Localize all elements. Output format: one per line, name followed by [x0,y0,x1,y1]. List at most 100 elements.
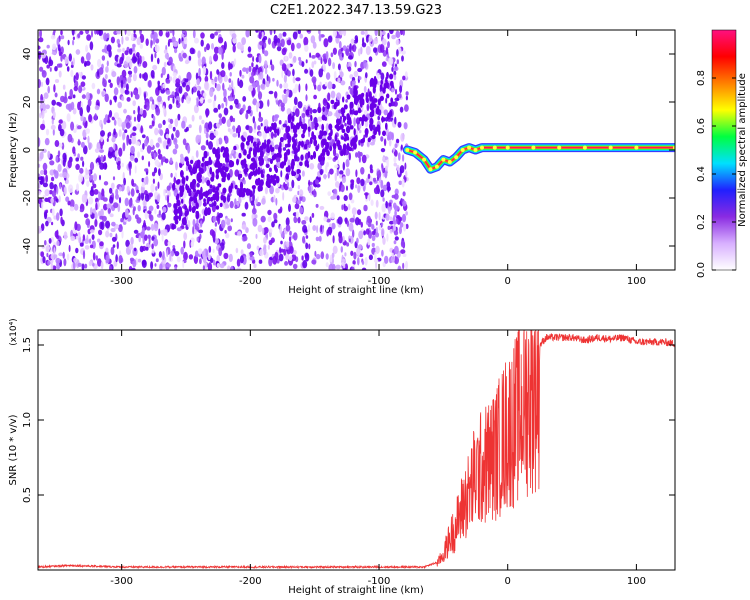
noise-speckle [266,126,270,134]
noise-speckle [352,80,356,85]
noise-speckle [310,154,314,160]
noise-speckle [282,191,285,201]
noise-speckle [386,113,391,120]
noise-speckle [391,66,394,72]
noise-speckle [238,152,242,159]
noise-speckle [332,62,335,70]
noise-speckle [258,32,262,40]
noise-speckle [85,218,91,226]
noise-speckle [372,177,377,182]
noise-speckle [77,125,82,130]
snr-scale-note: (x10⁴) [9,318,19,345]
noise-speckle [97,238,101,243]
noise-speckle [288,203,291,212]
noise-speckle [292,55,297,63]
noise-speckle [154,127,159,136]
noise-speckle [258,116,264,123]
noise-speckle [332,245,338,254]
noise-speckle [181,120,186,129]
noise-speckle [70,235,76,241]
noise-speckle [338,41,342,49]
noise-speckle [53,254,58,259]
noise-speckle [321,123,325,132]
noise-speckle [254,214,258,219]
noise-speckle [228,185,233,194]
noise-speckle [58,63,63,68]
noise-speckle [302,224,308,233]
noise-speckle [211,79,216,85]
noise-speckle [381,249,384,257]
noise-speckle [51,190,57,198]
noise-speckle [218,36,224,44]
noise-speckle [155,142,160,148]
noise-speckle [200,145,206,151]
noise-speckle [122,47,125,53]
noise-speckle [227,61,231,71]
noise-speckle [369,111,374,118]
noise-speckle [284,261,289,266]
noise-speckle [99,149,104,153]
noise-speckle [163,188,166,197]
noise-speckle [125,122,131,129]
noise-speckle [180,246,184,255]
noise-speckle [39,112,42,119]
noise-speckle [130,91,133,98]
noise-speckle [150,151,155,157]
noise-speckle [105,230,110,238]
noise-speckle [99,241,104,247]
noise-speckle [245,112,249,120]
noise-speckle [281,48,287,56]
noise-speckle [297,101,303,109]
noise-speckle [158,251,162,258]
noise-speckle [219,202,223,208]
noise-speckle [235,247,239,254]
noise-speckle [330,128,333,136]
noise-speckle [294,153,298,162]
noise-speckle [91,234,95,241]
noise-speckle [374,232,380,238]
noise-speckle [203,208,209,216]
noise-speckle [224,218,227,223]
noise-speckle [153,222,159,232]
noise-speckle [269,228,273,233]
noise-speckle [172,245,176,249]
noise-speckle [154,263,157,267]
noise-speckle [106,138,109,142]
noise-speckle [111,236,117,242]
noise-speckle [382,155,385,163]
noise-speckle [140,231,145,239]
noise-speckle [401,55,404,62]
noise-speckle [221,116,226,125]
noise-speckle [274,114,280,119]
noise-speckle [157,80,160,86]
noise-speckle [387,32,390,40]
noise-speckle [82,234,86,242]
noise-speckle [44,189,50,197]
signal-point [608,145,613,150]
noise-speckle [376,72,380,80]
noise-speckle [368,254,373,261]
noise-speckle [96,162,99,167]
noise-speckle [192,219,196,227]
noise-speckle [170,250,175,257]
noise-speckle [122,142,126,152]
noise-speckle [41,201,44,210]
y-tick-label: 40 [22,48,33,61]
noise-speckle [56,212,60,221]
noise-speckle [157,95,162,103]
noise-speckle [133,56,138,63]
noise-speckle [278,120,282,125]
noise-speckle [255,30,259,33]
noise-speckle [129,167,132,176]
noise-speckle [215,173,219,180]
noise-speckle [391,252,394,257]
noise-speckle [336,139,341,147]
noise-speckle [225,97,228,107]
noise-speckle [145,246,149,251]
noise-speckle [341,112,345,118]
noise-speckle [101,91,105,97]
noise-speckle [38,79,41,88]
noise-speckle [214,76,218,83]
noise-speckle [39,151,44,160]
noise-speckle [84,263,88,269]
